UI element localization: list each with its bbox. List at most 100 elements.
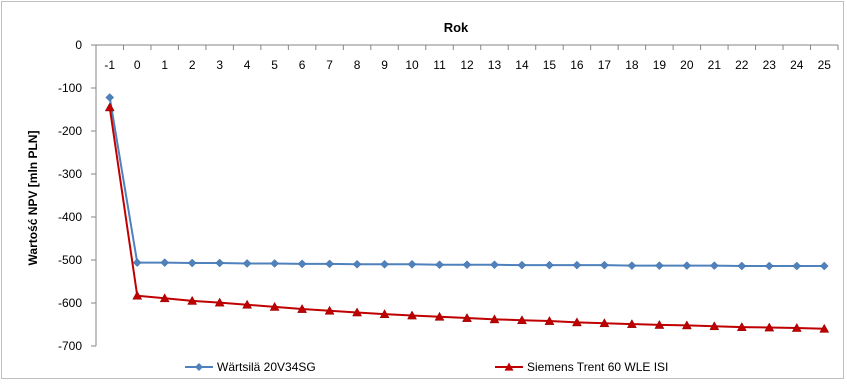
data-point	[682, 261, 692, 270]
data-point	[490, 260, 499, 270]
data-point	[737, 261, 747, 271]
data-point	[297, 304, 308, 313]
x-tick-label: 23	[763, 58, 777, 72]
data-point	[709, 321, 720, 331]
data-point	[462, 260, 472, 270]
data-point	[352, 307, 362, 317]
data-point	[545, 260, 554, 270]
data-point	[325, 259, 334, 269]
x-tick-label: 12	[460, 58, 474, 72]
x-axis: -1 0 1 2 3 4 5 6 7 8 9 10 11 12 13 14 15 16 17 18 19 20 21 22 23…	[95, 44, 839, 72]
y-tick-label: -400	[58, 210, 82, 224]
data-point	[132, 290, 143, 300]
data-point	[407, 259, 417, 269]
data-point	[764, 322, 775, 332]
data-point	[132, 258, 142, 267]
data-point	[517, 260, 527, 270]
x-tick-label: 2	[189, 58, 196, 72]
x-tick-label: 20	[680, 58, 694, 72]
data-point	[517, 315, 527, 325]
chart-frame: Rok Wartość NPV [mln PLN] 0 -100 -200 -300 -…	[1, 1, 844, 379]
x-tick-label: 3	[216, 58, 223, 72]
legend-item-series-2: Siemens Trent 60 WLE ISI	[495, 360, 668, 374]
y-tick-label: 0	[75, 38, 82, 52]
x-tick-label: 0	[134, 58, 141, 72]
legend-label-series-2: Siemens Trent 60 WLE ISI	[527, 360, 668, 374]
series-line-2	[108, 107, 825, 330]
legend: Wärtsilä 20V34SG Siemens Trent 60 WLE IS…	[185, 360, 668, 374]
y-tick-label: -100	[58, 81, 82, 95]
x-tick-label: 6	[299, 58, 306, 72]
x-tick-label: 21	[708, 58, 722, 72]
data-point	[819, 323, 830, 333]
data-point	[572, 260, 582, 270]
x-tick-label: 16	[570, 58, 584, 72]
y-tick-label: -700	[58, 339, 82, 353]
data-point	[434, 311, 445, 321]
data-point	[681, 320, 692, 330]
series-layer	[104, 93, 830, 333]
data-point	[407, 310, 417, 320]
data-point	[242, 299, 253, 309]
data-point	[104, 102, 115, 112]
data-point	[187, 295, 198, 305]
series-line-1	[108, 97, 825, 268]
x-tick-label: 24	[790, 58, 804, 72]
data-point	[352, 259, 362, 269]
x-tick-label: 10	[405, 58, 419, 72]
data-point	[215, 258, 225, 268]
data-point	[462, 313, 472, 322]
x-tick-label: 19	[653, 58, 667, 72]
x-tick-label: 7	[326, 58, 333, 72]
data-point	[655, 261, 664, 270]
data-point	[379, 309, 390, 319]
y-tick-label: -200	[58, 124, 82, 138]
data-point	[544, 316, 555, 325]
series-2	[104, 102, 830, 333]
y-tick-label: -500	[58, 253, 82, 267]
chart-title: Rok	[444, 20, 469, 35]
data-point	[764, 261, 774, 271]
x-tick-label: 8	[354, 58, 361, 72]
x-tick-label: 25	[818, 58, 832, 72]
data-point	[599, 318, 610, 328]
data-point	[709, 261, 719, 270]
x-tick-label: 5	[271, 58, 278, 72]
data-point	[324, 305, 335, 315]
x-tick-label: 1	[161, 58, 168, 72]
x-tick-label: 4	[244, 58, 251, 72]
y-axis: 0 -100 -200 -300 -400 -500 -600 -700	[58, 38, 97, 353]
x-tick-label: 18	[625, 58, 639, 72]
legend-triangle-icon	[504, 362, 514, 371]
x-tick-label: 22	[735, 58, 749, 72]
y-tick-label: -600	[58, 296, 82, 310]
data-point	[791, 322, 802, 332]
data-point	[626, 319, 637, 328]
data-point	[627, 261, 637, 270]
data-point	[242, 259, 252, 268]
data-point	[160, 258, 170, 267]
data-point	[489, 314, 500, 324]
legend-item-series-1: Wärtsilä 20V34SG	[185, 360, 316, 374]
x-tick-label: 17	[598, 58, 612, 72]
data-point	[736, 322, 747, 331]
x-tick-label: -1	[104, 58, 115, 72]
x-tick-label: 9	[381, 58, 388, 72]
data-point	[819, 261, 829, 271]
legend-diamond-icon	[195, 363, 203, 371]
data-point	[214, 297, 225, 307]
series-1	[105, 93, 829, 271]
npv-line-chart: Rok Wartość NPV [mln PLN] 0 -100 -200 -300 -…	[26, 20, 839, 374]
data-point	[159, 293, 170, 303]
y-tick-label: -300	[58, 167, 82, 181]
x-tick-label: 13	[488, 58, 502, 72]
data-point	[380, 259, 389, 269]
data-point	[654, 319, 665, 329]
data-point	[572, 317, 582, 327]
data-point	[187, 258, 197, 268]
x-tick-label: 14	[515, 58, 529, 72]
y-axis-label: Wartość NPV [mln PLN]	[26, 131, 40, 266]
data-point	[270, 259, 279, 268]
legend-label-series-1: Wärtsilä 20V34SG	[217, 360, 316, 374]
data-point	[297, 259, 307, 269]
